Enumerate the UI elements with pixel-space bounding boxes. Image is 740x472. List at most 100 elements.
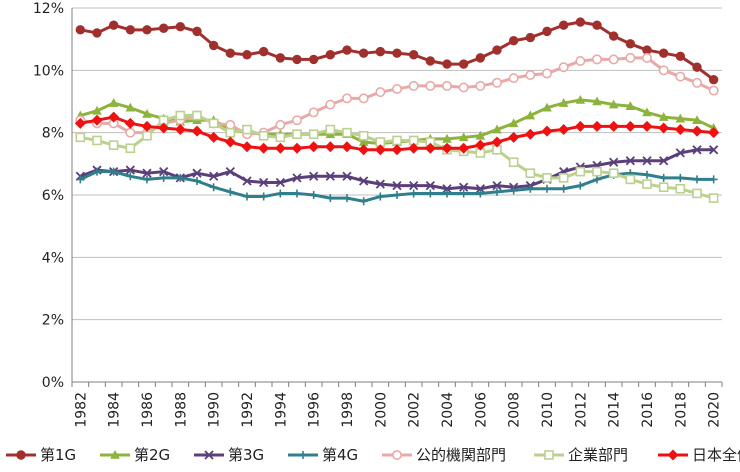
data-point (425, 56, 436, 66)
data-point (308, 54, 319, 65)
data-point (275, 132, 286, 143)
data-point (191, 125, 203, 137)
x-tick-label: 2002 (407, 392, 423, 428)
data-point (375, 179, 385, 189)
data-point (592, 96, 602, 106)
data-point (392, 48, 402, 58)
legend-swatch-marker (391, 449, 402, 460)
data-point (474, 139, 486, 151)
data-point (541, 125, 553, 137)
data-point (675, 113, 686, 123)
x-tick-label: 2020 (707, 392, 723, 428)
x-tick-label: 2000 (373, 392, 389, 428)
data-point (442, 133, 452, 143)
data-point (176, 173, 185, 182)
data-point (475, 130, 486, 140)
series-1 (75, 17, 719, 85)
data-point (576, 181, 585, 190)
data-point (391, 144, 403, 156)
data-point (558, 20, 569, 30)
data-point (525, 32, 536, 43)
data-point (575, 94, 586, 104)
data-point (259, 192, 268, 201)
x-tick-label: 1998 (340, 392, 356, 428)
data-point (208, 131, 220, 143)
data-point (625, 39, 636, 49)
data-point (92, 28, 102, 38)
data-point (274, 142, 286, 154)
data-point (291, 142, 303, 154)
data-point (424, 142, 436, 154)
data-point (542, 102, 552, 112)
data-point (158, 23, 169, 33)
data-point (508, 73, 519, 84)
data-point (175, 110, 186, 121)
data-point (243, 192, 251, 201)
data-point (125, 165, 135, 175)
data-point (442, 59, 452, 69)
data-point (692, 115, 702, 124)
data-point (293, 189, 301, 198)
data-point (124, 117, 136, 129)
y-tick-label: 0% (42, 375, 64, 391)
data-point (625, 174, 636, 185)
x-tick-label: 1982 (73, 392, 89, 428)
legend-item: 企業部門 (534, 446, 628, 464)
data-point (241, 141, 253, 153)
data-point (374, 144, 386, 156)
data-point (658, 65, 669, 76)
data-point (375, 87, 386, 98)
data-point (308, 107, 319, 118)
legend-label: 公的機関部門 (416, 446, 506, 464)
data-point (358, 144, 370, 156)
data-point (541, 68, 552, 79)
data-point (458, 132, 469, 142)
data-point (658, 122, 670, 134)
data-point (691, 125, 703, 137)
data-point (608, 168, 619, 178)
data-point (126, 172, 135, 181)
data-point (143, 175, 151, 184)
data-point (592, 166, 602, 177)
data-point (491, 77, 502, 88)
data-point (325, 171, 335, 181)
data-point (275, 53, 286, 63)
series-line (79, 148, 714, 191)
data-point (342, 171, 352, 181)
data-point (691, 77, 702, 88)
x-tick-label: 2010 (540, 392, 556, 428)
data-point (392, 135, 402, 146)
data-point (341, 141, 353, 153)
x-tick-label: 2014 (607, 392, 623, 428)
y-tick-label: 10% (33, 63, 64, 79)
legend-label: 第2G (134, 446, 170, 464)
legend-swatch-marker (299, 451, 307, 459)
data-point (575, 17, 586, 27)
data-point (591, 54, 602, 65)
data-point (142, 25, 152, 35)
data-point (625, 52, 636, 63)
data-point (391, 84, 402, 95)
data-point (625, 156, 635, 166)
x-tick-label: 1994 (273, 392, 289, 428)
data-point (141, 120, 153, 132)
data-point (692, 145, 702, 155)
data-point (159, 173, 168, 182)
data-point (475, 53, 486, 63)
legend-item: 公的機関部門 (382, 446, 506, 464)
data-point (508, 36, 519, 46)
data-point (558, 173, 569, 183)
series-4 (76, 167, 718, 206)
data-point (325, 124, 336, 135)
data-point (325, 99, 336, 110)
data-point (659, 156, 669, 166)
data-point (509, 186, 518, 195)
data-point (242, 50, 252, 60)
series-6 (75, 110, 719, 203)
data-point (174, 124, 186, 136)
data-point (641, 52, 652, 63)
data-point (692, 62, 702, 72)
data-point (258, 142, 270, 154)
data-point (242, 124, 252, 135)
